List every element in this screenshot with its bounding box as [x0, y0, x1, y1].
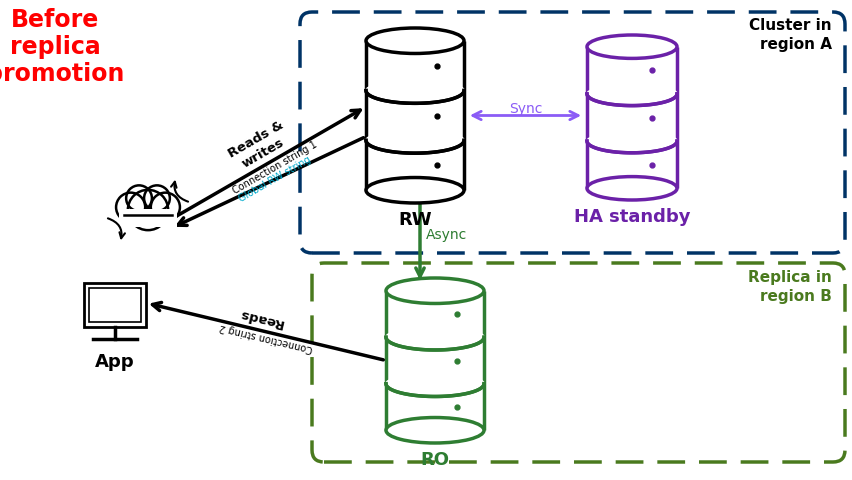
Text: Global RW string: Global RW string [237, 155, 312, 204]
Ellipse shape [365, 129, 464, 152]
FancyBboxPatch shape [118, 209, 177, 227]
Text: RW: RW [398, 211, 431, 229]
Text: HA standby: HA standby [573, 208, 689, 226]
Text: App: App [95, 353, 135, 371]
FancyBboxPatch shape [300, 12, 844, 253]
FancyBboxPatch shape [89, 288, 141, 322]
FancyBboxPatch shape [386, 291, 483, 430]
FancyBboxPatch shape [312, 263, 844, 462]
Ellipse shape [386, 278, 483, 303]
Text: Connection string 1: Connection string 1 [230, 139, 318, 196]
Circle shape [144, 185, 170, 211]
Ellipse shape [585, 84, 677, 105]
Ellipse shape [365, 79, 464, 102]
FancyBboxPatch shape [586, 47, 676, 188]
Ellipse shape [386, 418, 483, 443]
Circle shape [151, 192, 180, 222]
Ellipse shape [366, 28, 463, 53]
Circle shape [128, 190, 168, 230]
Text: Connection string 2: Connection string 2 [218, 322, 314, 354]
Circle shape [116, 192, 145, 222]
Text: Reads: Reads [237, 306, 285, 329]
Ellipse shape [586, 177, 676, 200]
Ellipse shape [384, 326, 485, 348]
Text: Async: Async [425, 228, 467, 242]
Text: RO: RO [420, 451, 449, 469]
FancyBboxPatch shape [366, 41, 463, 190]
Ellipse shape [585, 131, 677, 152]
Text: Before
replica
promotion: Before replica promotion [0, 8, 124, 86]
Circle shape [126, 185, 152, 211]
Ellipse shape [384, 372, 485, 395]
Text: Sync: Sync [508, 101, 542, 116]
Ellipse shape [586, 35, 676, 59]
FancyBboxPatch shape [83, 283, 146, 327]
Text: Reads &
writes: Reads & writes [226, 119, 293, 174]
Text: Replica in
region B: Replica in region B [747, 270, 831, 304]
Ellipse shape [366, 178, 463, 203]
Text: Cluster in
region A: Cluster in region A [749, 18, 831, 52]
